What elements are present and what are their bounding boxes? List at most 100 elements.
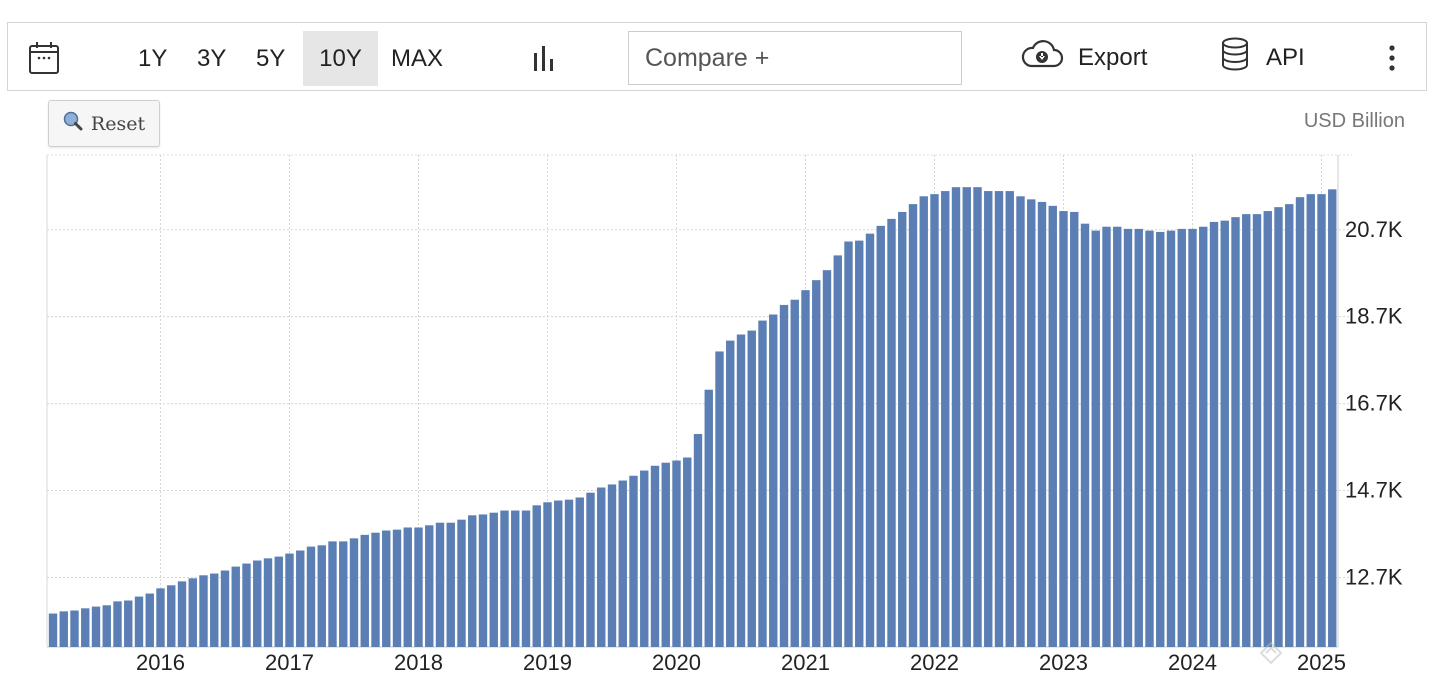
bar-chart-icon[interactable]: [528, 23, 560, 92]
bar-2018-11: [521, 510, 531, 647]
bar-2018-10: [511, 510, 520, 647]
bar-2023-11: [1166, 230, 1176, 648]
bar-2017-12: [403, 527, 412, 647]
unit-label: USD Billion: [1303, 110, 1405, 132]
bar-2020-10: [769, 314, 778, 647]
range-3y-button[interactable]: 3Y: [197, 44, 227, 72]
bar-2019-02: [554, 500, 563, 647]
bar-2015-11: [134, 596, 144, 647]
bar-2019-09: [629, 475, 638, 647]
cloud-download-icon: [1020, 39, 1064, 76]
bar-2017-05: [328, 541, 337, 647]
kebab-menu-icon[interactable]: [1380, 23, 1404, 92]
bar-2015-08: [102, 605, 111, 647]
reset-label: Reset: [90, 112, 146, 135]
bar-2015-03: [48, 613, 58, 647]
bar-2017-06: [339, 541, 348, 647]
x-axis: 2016 2017 2018 2019 2020 2021 2022 2023 2024 2025: [136, 650, 1346, 674]
bar-2023-02: [1070, 211, 1079, 647]
bar-2021-09: [887, 218, 896, 648]
export-label: Export: [1078, 43, 1148, 71]
bar-2016-09: [242, 563, 251, 647]
bar-2018-02: [425, 525, 434, 647]
range-5y-button[interactable]: 5Y: [256, 44, 286, 72]
bar-2019-10: [640, 470, 649, 647]
bar-2020-03: [693, 434, 703, 647]
x-tick-label: 2017: [265, 650, 314, 674]
bar-2019-12: [661, 462, 670, 647]
bar-2015-10: [124, 600, 133, 647]
bar-2019-03: [564, 499, 574, 647]
bar-2017-04: [317, 545, 326, 647]
bar-2020-06: [726, 340, 735, 647]
bar-2023-09: [1145, 230, 1154, 648]
bar-2023-12: [1177, 228, 1186, 647]
bar-2024-08: [1263, 211, 1272, 647]
bar-2015-06: [81, 608, 90, 647]
x-tick-label: 2022: [910, 650, 959, 674]
bar-2021-02: [812, 280, 821, 647]
bar-2019-04: [575, 497, 584, 647]
calendar-icon[interactable]: [24, 23, 64, 92]
bar-2017-08: [360, 534, 369, 647]
compare-input[interactable]: Compare +: [628, 31, 962, 85]
bar-2021-12: [919, 196, 928, 648]
api-button[interactable]: API: [1220, 23, 1305, 92]
x-tick-label: 2016: [136, 650, 185, 674]
x-tick-label: 2025: [1297, 650, 1346, 674]
bar-2019-11: [650, 465, 660, 647]
bar-2017-01: [285, 553, 294, 647]
y-tick-label: 16.7K: [1345, 391, 1403, 416]
range-10y-button[interactable]: 10Y: [303, 31, 378, 86]
bar-2017-11: [392, 529, 402, 647]
range-1y-button[interactable]: 1Y: [138, 44, 168, 72]
bar-2019-07: [607, 484, 617, 647]
bar-2022-04: [962, 187, 971, 647]
bar-2022-07: [994, 191, 1004, 647]
y-tick-label: 14.7K: [1345, 478, 1403, 503]
bar-2016-06: [210, 573, 219, 647]
bar-2016-11: [263, 558, 273, 647]
y-tick-label: 18.7K: [1345, 304, 1403, 329]
bar-2021-01: [801, 290, 810, 647]
bar-2018-09: [500, 510, 509, 647]
bar-2021-07: [865, 233, 875, 647]
bar-2021-04: [833, 255, 842, 647]
bar-2020-05: [715, 351, 724, 647]
api-label: API: [1266, 43, 1305, 71]
bar-2020-09: [758, 320, 767, 647]
bar-2016-07: [220, 570, 230, 647]
bar-2022-05: [973, 187, 982, 647]
bar-2018-07: [478, 514, 488, 647]
database-icon: [1220, 37, 1250, 78]
x-tick-label: 2020: [652, 650, 701, 674]
watermark: [1258, 640, 1284, 671]
bar-2022-11: [1037, 201, 1047, 647]
range-max-button[interactable]: MAX: [391, 44, 444, 72]
export-button[interactable]: Export: [1020, 23, 1147, 92]
bar-2021-06: [855, 240, 864, 648]
bar-2021-08: [876, 225, 885, 647]
bar-2023-01: [1059, 211, 1068, 647]
bar-2016-01: [156, 588, 165, 647]
bar-2020-02: [683, 457, 692, 647]
bar-2024-02: [1199, 226, 1208, 647]
bar-2023-05: [1102, 226, 1111, 647]
bar-2021-03: [822, 270, 832, 647]
bar-2023-04: [1091, 230, 1100, 648]
bar-2020-08: [747, 330, 756, 647]
bar-2023-06: [1113, 226, 1122, 647]
bar-2025-02: [1328, 189, 1337, 647]
bars: [48, 187, 1337, 648]
bar-2024-05: [1231, 217, 1240, 647]
zoom-magnifier-icon: [63, 111, 83, 136]
x-tick-label: 2023: [1039, 650, 1088, 674]
reset-zoom-button[interactable]: Reset: [48, 100, 160, 147]
bar-2023-08: [1134, 228, 1143, 647]
bar-2018-08: [489, 512, 498, 647]
bar-2024-12: [1306, 194, 1315, 647]
bar-2016-04: [188, 578, 197, 647]
bar-2024-06: [1242, 214, 1251, 647]
bar-2022-02: [941, 191, 950, 647]
